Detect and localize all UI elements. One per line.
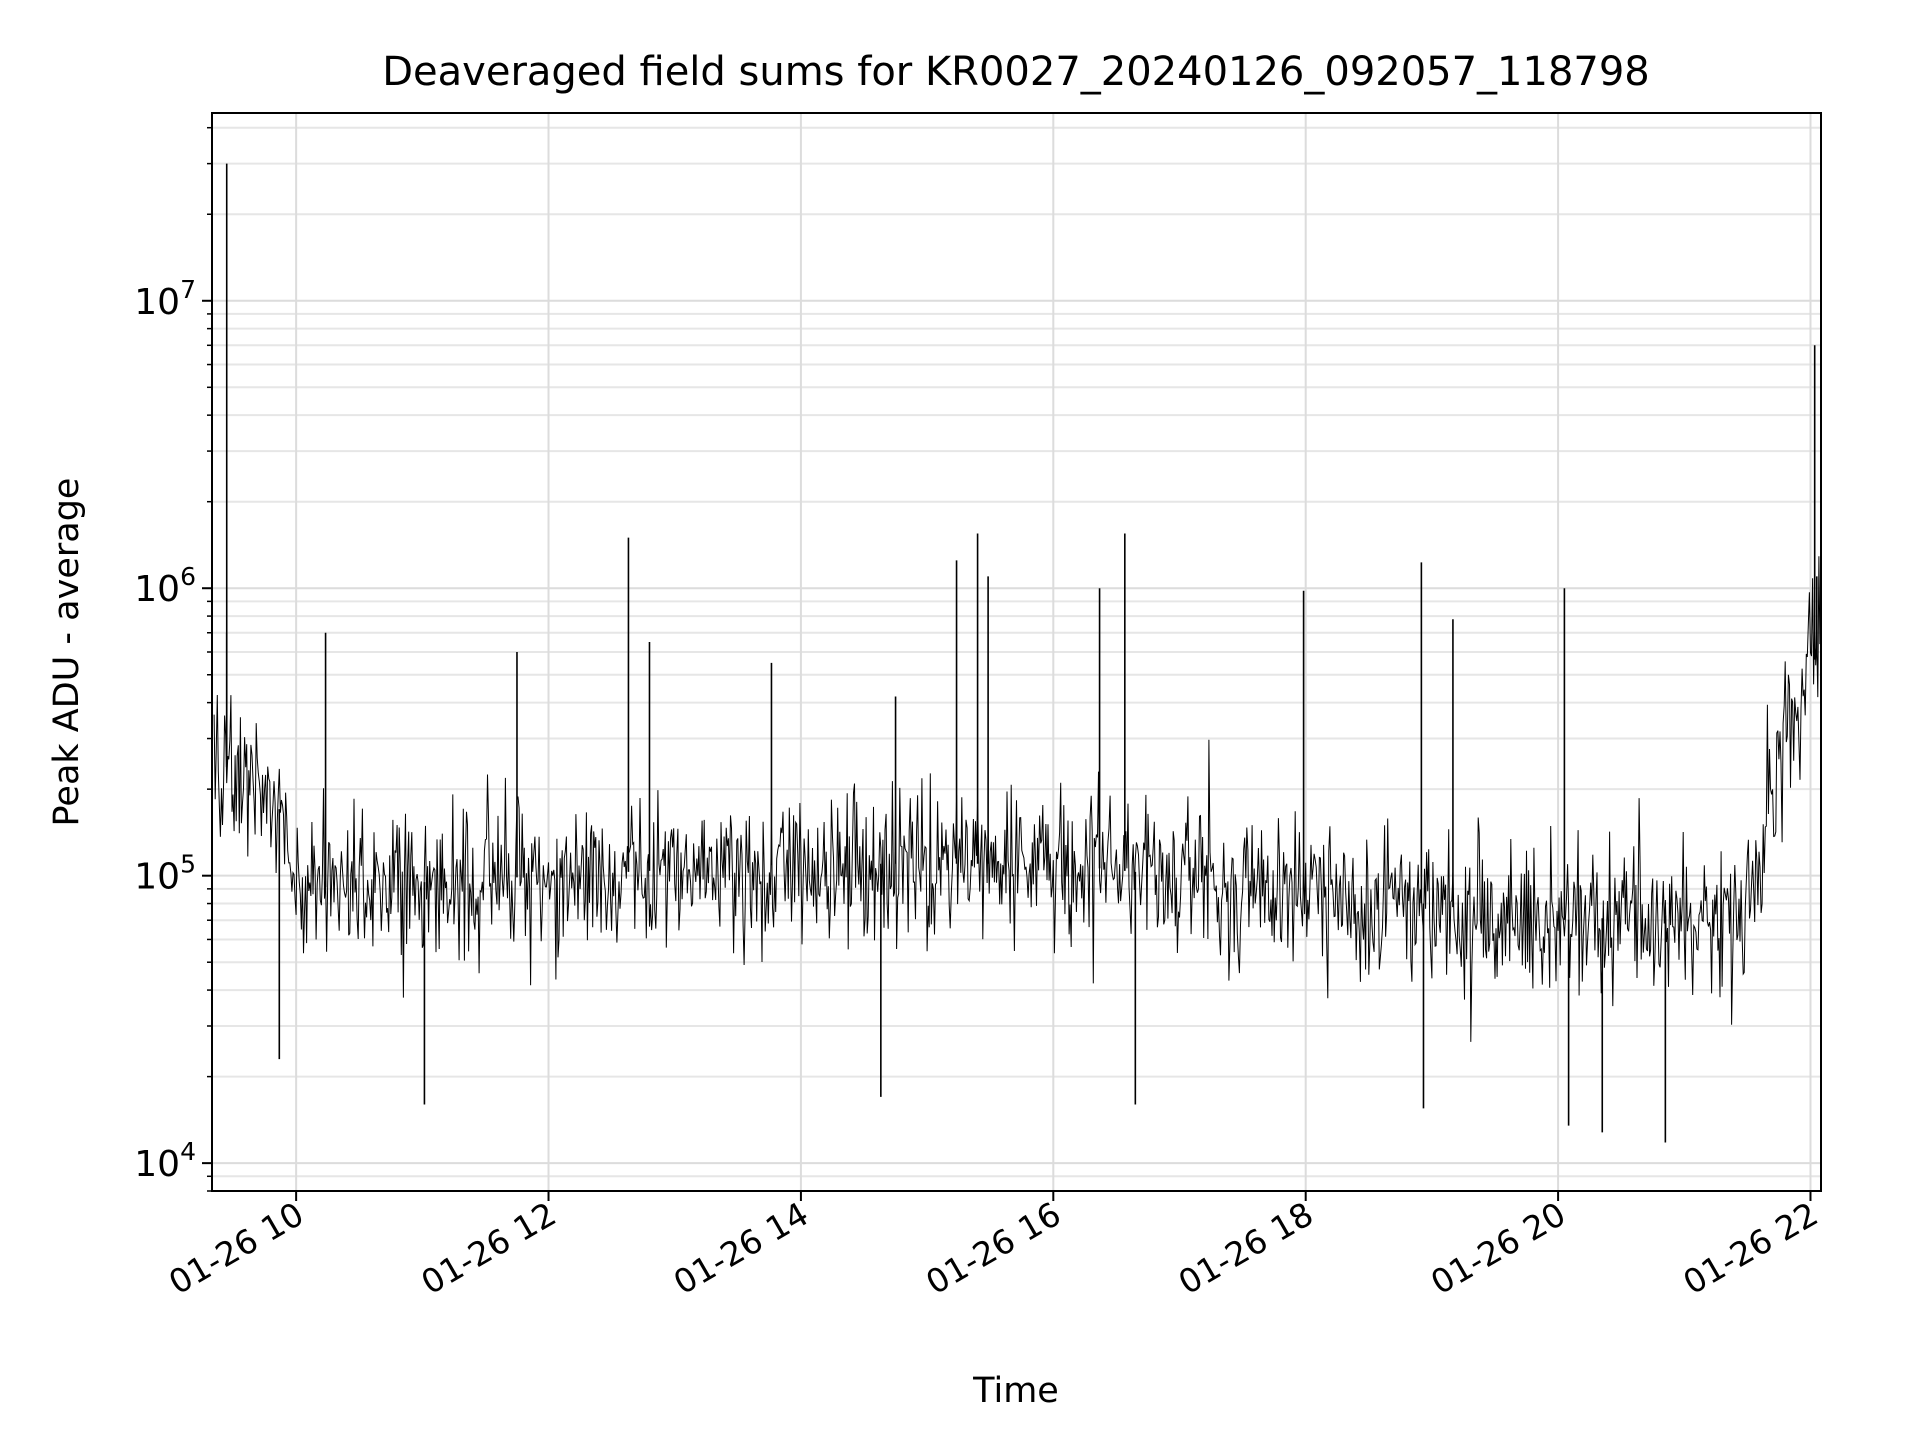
chart-title: Deaveraged field sums for KR0027_2024012… — [382, 49, 1650, 95]
y-axis-label: Peak ADU - average — [47, 478, 87, 827]
spike-marks — [225, 163, 1818, 1143]
y-tick-label: 106 — [134, 562, 196, 610]
y-axis: 104 105 106 107 — [134, 126, 212, 1192]
series-line — [213, 556, 1822, 1042]
y-tick-label: 107 — [134, 275, 196, 323]
y-tick-label: 104 — [134, 1137, 196, 1185]
y-tick-label: 105 — [134, 850, 196, 898]
x-axis-label: Time — [972, 1371, 1059, 1411]
